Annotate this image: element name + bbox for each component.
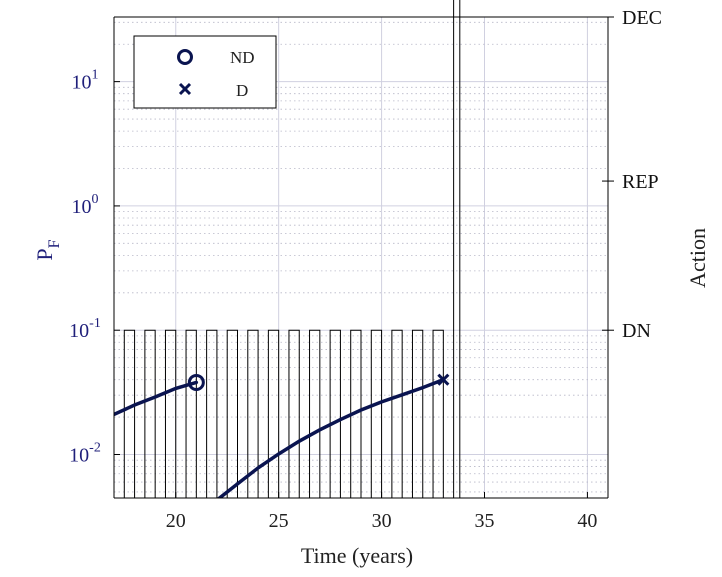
marker-x-d xyxy=(437,373,450,386)
series-line-d xyxy=(216,377,446,498)
action-pulse xyxy=(185,329,197,498)
legend: ND D xyxy=(133,35,277,109)
action-pulse xyxy=(267,329,280,498)
x-tick-label: 35 xyxy=(475,510,495,532)
action-pulse xyxy=(391,329,403,498)
y-left-tick-label: 101 xyxy=(72,68,99,94)
action-pulse xyxy=(123,329,136,498)
action-pulse xyxy=(370,329,383,498)
legend-circle-marker xyxy=(177,49,193,65)
action-pulse xyxy=(226,329,238,498)
svg-text:Action: Action xyxy=(685,228,710,288)
axes xyxy=(113,16,609,499)
legend-x-marker xyxy=(178,82,192,96)
svg-text:PF: PF xyxy=(32,239,63,260)
x-tick-label: 40 xyxy=(577,510,597,532)
series-lines xyxy=(114,373,450,498)
action-pulse xyxy=(411,329,424,498)
y-axis-right-label: Action xyxy=(685,228,710,288)
action-pulse xyxy=(164,329,177,498)
legend-entry-nd: ND xyxy=(230,48,255,67)
x-tick-label: 30 xyxy=(372,510,392,532)
y-left-tick-label: 10-1 xyxy=(69,316,101,342)
y-left-tick-label: 10-2 xyxy=(69,440,101,466)
action-pulse xyxy=(329,329,341,498)
action-decommission xyxy=(453,0,461,498)
marker-x-stroke xyxy=(437,373,450,386)
y-right-tick-label: DN xyxy=(622,320,651,342)
y-left-tick-label: 100 xyxy=(72,192,99,218)
legend-entry-d: D xyxy=(236,81,248,100)
y-left-label-sub: F xyxy=(46,239,63,248)
action-pulse xyxy=(144,329,156,498)
action-pulse xyxy=(432,329,444,498)
x-axis-label: Time (years) xyxy=(301,543,413,568)
legend-box xyxy=(133,35,277,109)
y-right-tick-label: REP xyxy=(622,171,659,193)
y-left-label-main: P xyxy=(32,248,57,260)
action-pulse xyxy=(206,329,218,498)
x-tick-label: 25 xyxy=(269,510,289,532)
y-axis-left-label: PF xyxy=(32,239,63,260)
tick-labels: 20 25 30 35 40 101 100 10-1 10-2 DEC REP DN xyxy=(69,7,662,532)
series-line-nd xyxy=(114,380,199,417)
x-tick-label: 20 xyxy=(166,510,186,532)
action-pulse xyxy=(288,329,300,498)
marker-circle-nd xyxy=(187,373,205,391)
action-pulse xyxy=(309,329,321,498)
action-pulse xyxy=(247,329,259,498)
y-right-tick-label: DEC xyxy=(622,7,662,29)
